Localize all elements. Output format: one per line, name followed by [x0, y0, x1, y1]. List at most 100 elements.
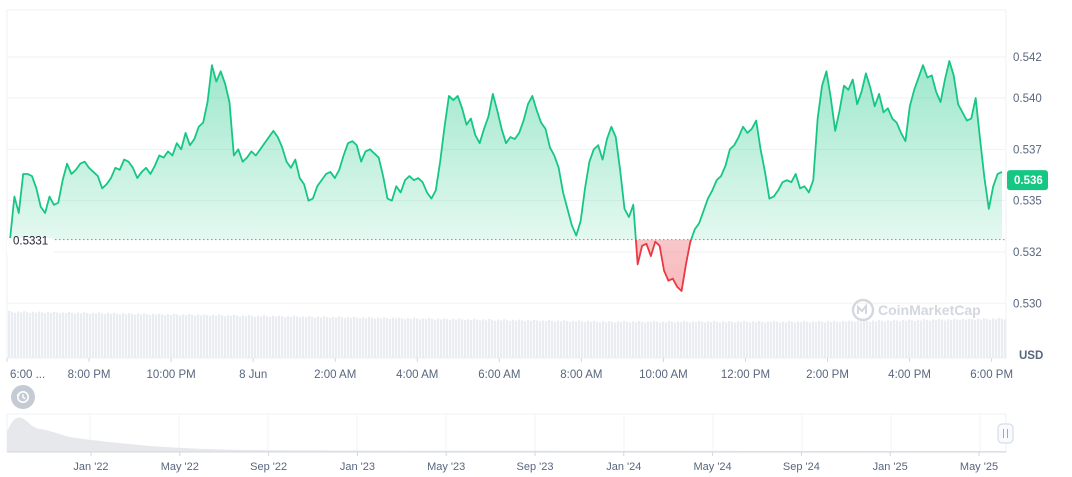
volume-bar — [716, 321, 719, 358]
navigator-tick-label: May '23 — [427, 461, 465, 473]
volume-bar — [680, 322, 683, 358]
volume-bar — [590, 321, 593, 358]
volume-bar — [329, 317, 332, 358]
volume-bar — [560, 321, 563, 358]
volume-bar — [227, 315, 230, 358]
volume-bar — [434, 319, 437, 358]
volume-bar — [581, 321, 584, 358]
volume-bar — [911, 320, 914, 358]
volume-bar — [983, 318, 986, 358]
volume-bar — [728, 321, 731, 358]
volume-bar — [95, 313, 98, 358]
volume-bar — [614, 322, 617, 358]
volume-bar — [236, 315, 239, 358]
volume-bar — [587, 321, 590, 358]
volume-bar — [899, 321, 902, 358]
volume-bar — [20, 312, 23, 358]
volume-bar — [353, 316, 356, 358]
volume-bar — [92, 312, 95, 358]
volume-bar — [704, 322, 707, 358]
price-area — [10, 61, 1002, 291]
volume-bar — [947, 319, 950, 358]
volume-bar — [254, 316, 257, 358]
volume-bar — [239, 316, 242, 358]
volume-bar — [263, 315, 266, 358]
volume-bar — [278, 315, 281, 358]
volume-bar — [266, 316, 269, 358]
volume-bar — [992, 318, 995, 358]
volume-bar — [527, 320, 530, 358]
navigator-tick-label: May '22 — [161, 461, 199, 473]
volume-bar — [59, 313, 62, 358]
volume-bar — [839, 322, 842, 358]
volume-bar — [848, 320, 851, 358]
volume-bar — [962, 319, 965, 358]
volume-bar — [152, 313, 155, 358]
volume-bar — [146, 314, 149, 358]
volume-bar — [770, 322, 773, 358]
volume-bar — [47, 312, 50, 358]
volume-bar — [761, 321, 764, 358]
navigator-tick-label: Sep '24 — [783, 461, 820, 473]
volume-bar — [407, 318, 410, 358]
volume-bar — [200, 315, 203, 358]
volume-bar — [350, 317, 353, 358]
volume-bar — [215, 315, 218, 358]
volume-bar — [422, 318, 425, 358]
volume-bar — [896, 320, 899, 358]
volume-bar — [710, 322, 713, 358]
drag-handle-icon[interactable] — [997, 423, 1014, 444]
volume-bar — [671, 321, 674, 358]
volume-bar — [629, 322, 632, 358]
volume-bar — [917, 319, 920, 358]
volume-bar — [638, 321, 641, 358]
volume-bar — [218, 314, 221, 358]
series-line-up — [9, 60, 1003, 240]
volume-bar — [740, 322, 743, 358]
volume-bar — [284, 317, 287, 358]
volume-bar — [833, 320, 836, 358]
coinmarketcap-logo-icon — [851, 298, 875, 322]
volume-bar — [764, 322, 767, 358]
volume-bar — [1001, 318, 1004, 358]
volume-bar — [665, 322, 668, 358]
volume-bar — [773, 321, 776, 358]
volume-bar — [206, 315, 209, 358]
volume-bar — [158, 313, 161, 358]
volume-bar — [554, 321, 557, 358]
volume-bar — [71, 312, 74, 358]
volume-bar — [620, 322, 623, 358]
volume-bar — [563, 320, 566, 358]
volume-bar — [401, 318, 404, 358]
volume-bar — [734, 322, 737, 358]
volume-bar — [842, 321, 845, 358]
volume-bar — [191, 314, 194, 358]
volume-bar — [413, 317, 416, 358]
volume-bar — [212, 314, 215, 358]
volume-bar — [851, 321, 854, 358]
volume-bar — [308, 316, 311, 358]
volume-bar — [14, 312, 17, 358]
navigator-tick-label: May '25 — [960, 461, 998, 473]
volume-bar — [926, 320, 929, 358]
volume-bar — [464, 320, 467, 358]
volume-bar — [80, 313, 83, 358]
volume-bar — [338, 316, 341, 358]
volume-bar — [725, 322, 728, 358]
volume-bar — [491, 319, 494, 358]
range-navigator[interactable] — [6, 413, 1014, 453]
volume-bar — [221, 315, 224, 358]
volume-bar — [359, 318, 362, 358]
volume-bar — [779, 322, 782, 358]
volume-bar — [647, 321, 650, 358]
navigator-tick-label: Jan '23 — [340, 461, 375, 473]
volume-bar — [110, 313, 113, 358]
volume-bar — [968, 318, 971, 358]
navigator-tick-label: Jan '22 — [73, 461, 108, 473]
volume-bar — [731, 321, 734, 358]
volume-bar — [107, 313, 110, 358]
volume-bar — [377, 317, 380, 358]
volume-bar — [794, 322, 797, 358]
reset-zoom-button[interactable] — [11, 385, 35, 409]
x-tick-label: 4:00 AM — [396, 369, 438, 381]
